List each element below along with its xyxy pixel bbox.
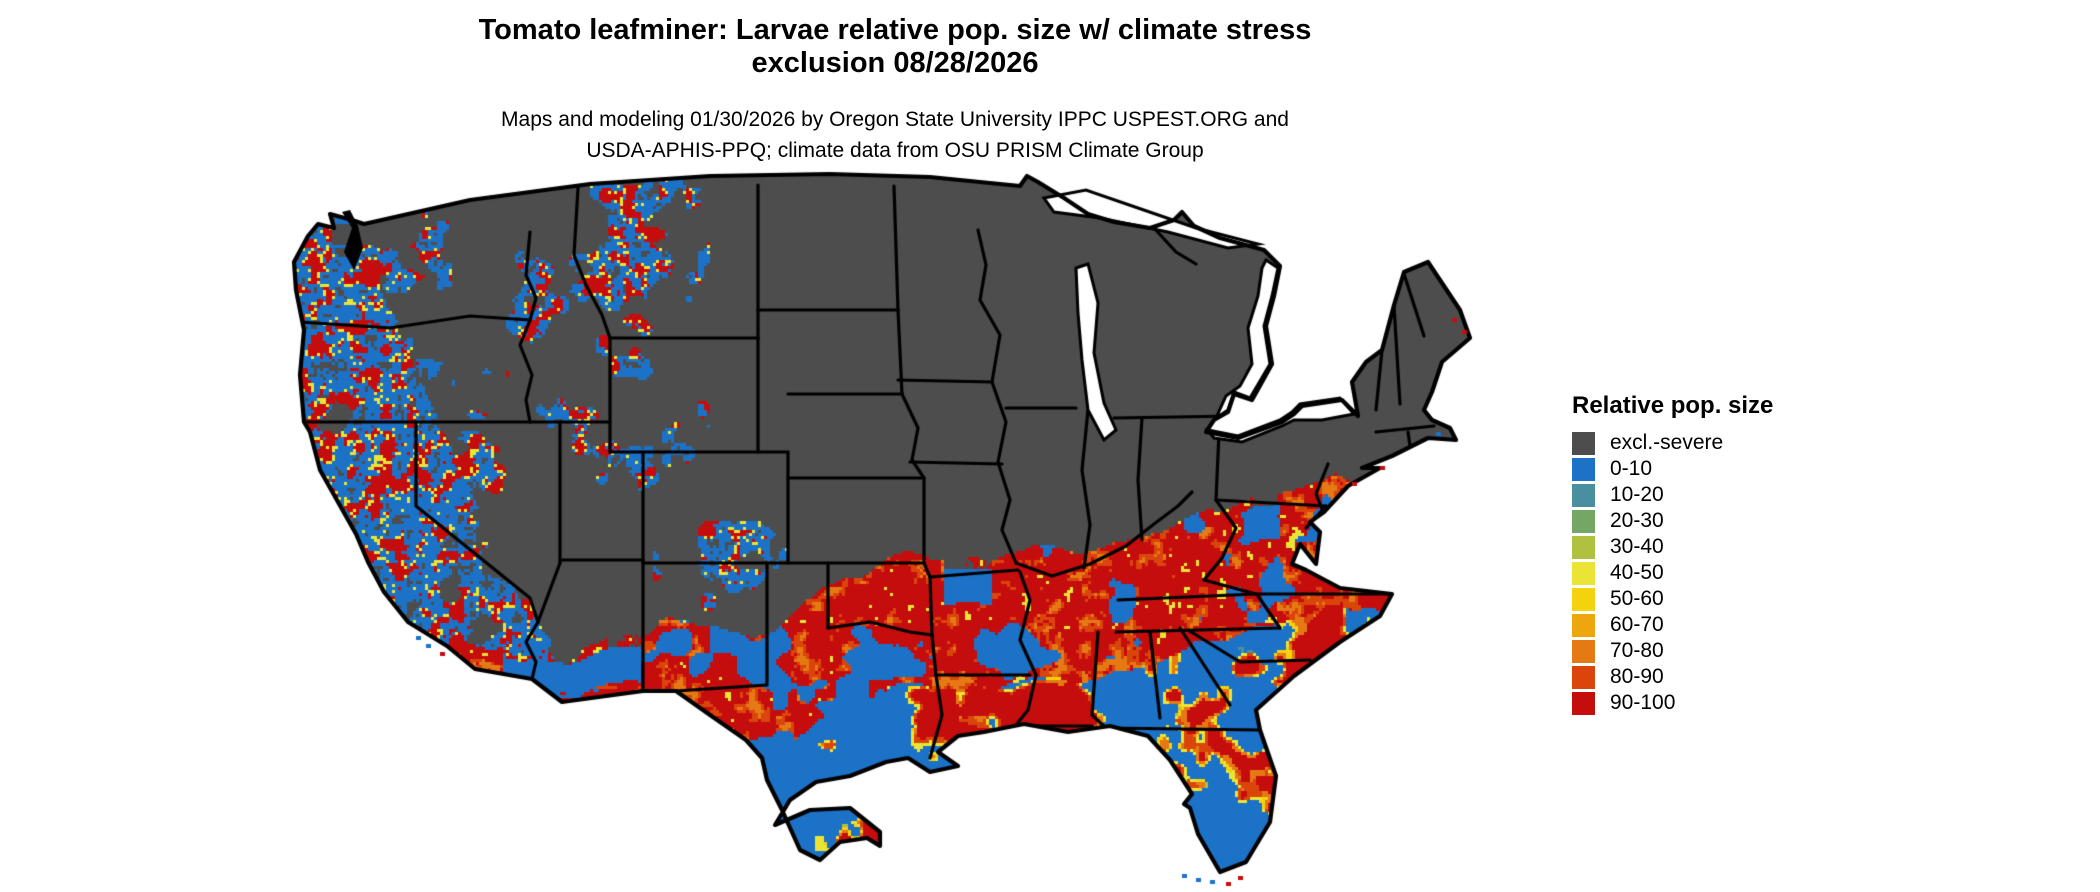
legend-swatch	[1572, 431, 1595, 455]
subtitle-line-2: USDA-APHIS-PPQ; climate data from OSU PR…	[586, 139, 1204, 162]
legend-title: Relative pop. size	[1572, 392, 1774, 419]
legend-item: 70-80	[1572, 638, 1902, 664]
page-title: Tomato leafminer: Larvae relative pop. s…	[230, 14, 1560, 80]
page-subtitle: Maps and modeling 01/30/2026 by Oregon S…	[230, 104, 1560, 166]
legend-item: 10-20	[1572, 482, 1902, 508]
legend-item: 50-60	[1572, 586, 1902, 612]
legend-swatch	[1572, 457, 1595, 481]
title-line-1: Tomato leafminer: Larvae relative pop. s…	[478, 14, 1312, 46]
legend-item-label: 20-30	[1610, 509, 1664, 532]
legend: Relative pop. size excl.-severe 0-10 10-20…	[1572, 392, 1902, 716]
legend-item-label: 90-100	[1610, 691, 1676, 714]
legend-swatch	[1572, 587, 1595, 611]
legend-swatch	[1572, 535, 1595, 559]
legend-item: 30-40	[1572, 534, 1902, 560]
legend-item-label: excl.-severe	[1610, 431, 1724, 454]
legend-swatch	[1572, 509, 1595, 533]
title-line-2: exclusion 08/28/2026	[751, 47, 1039, 79]
legend-swatch	[1572, 561, 1595, 585]
legend-item-label: 50-60	[1610, 587, 1664, 610]
legend-item: 90-100	[1572, 690, 1902, 716]
legend-item-label: 80-90	[1610, 665, 1664, 688]
us-map-canvas	[230, 170, 1560, 892]
legend-item-label: 40-50	[1610, 561, 1664, 584]
legend-swatch	[1572, 639, 1595, 663]
legend-swatch	[1572, 613, 1595, 637]
legend-swatch	[1572, 691, 1595, 715]
legend-item-label: 30-40	[1610, 535, 1664, 558]
legend-item: 40-50	[1572, 560, 1902, 586]
legend-item-label: 70-80	[1610, 639, 1664, 662]
legend-item-label: 0-10	[1610, 457, 1653, 480]
legend-swatch	[1572, 483, 1595, 507]
legend-item-label: 10-20	[1610, 483, 1664, 506]
map-header: Tomato leafminer: Larvae relative pop. s…	[230, 14, 1560, 166]
legend-swatch	[1572, 665, 1595, 689]
legend-item: 0-10	[1572, 456, 1902, 482]
legend-item: 60-70	[1572, 612, 1902, 638]
legend-item: 20-30	[1572, 508, 1902, 534]
subtitle-line-1: Maps and modeling 01/30/2026 by Oregon S…	[501, 108, 1289, 131]
legend-item: 80-90	[1572, 664, 1902, 690]
legend-items: excl.-severe 0-10 10-20 20-30 30-40 40-50 50-6…	[1572, 430, 1902, 716]
legend-item-label: 60-70	[1610, 613, 1664, 636]
legend-item: excl.-severe	[1572, 430, 1902, 456]
